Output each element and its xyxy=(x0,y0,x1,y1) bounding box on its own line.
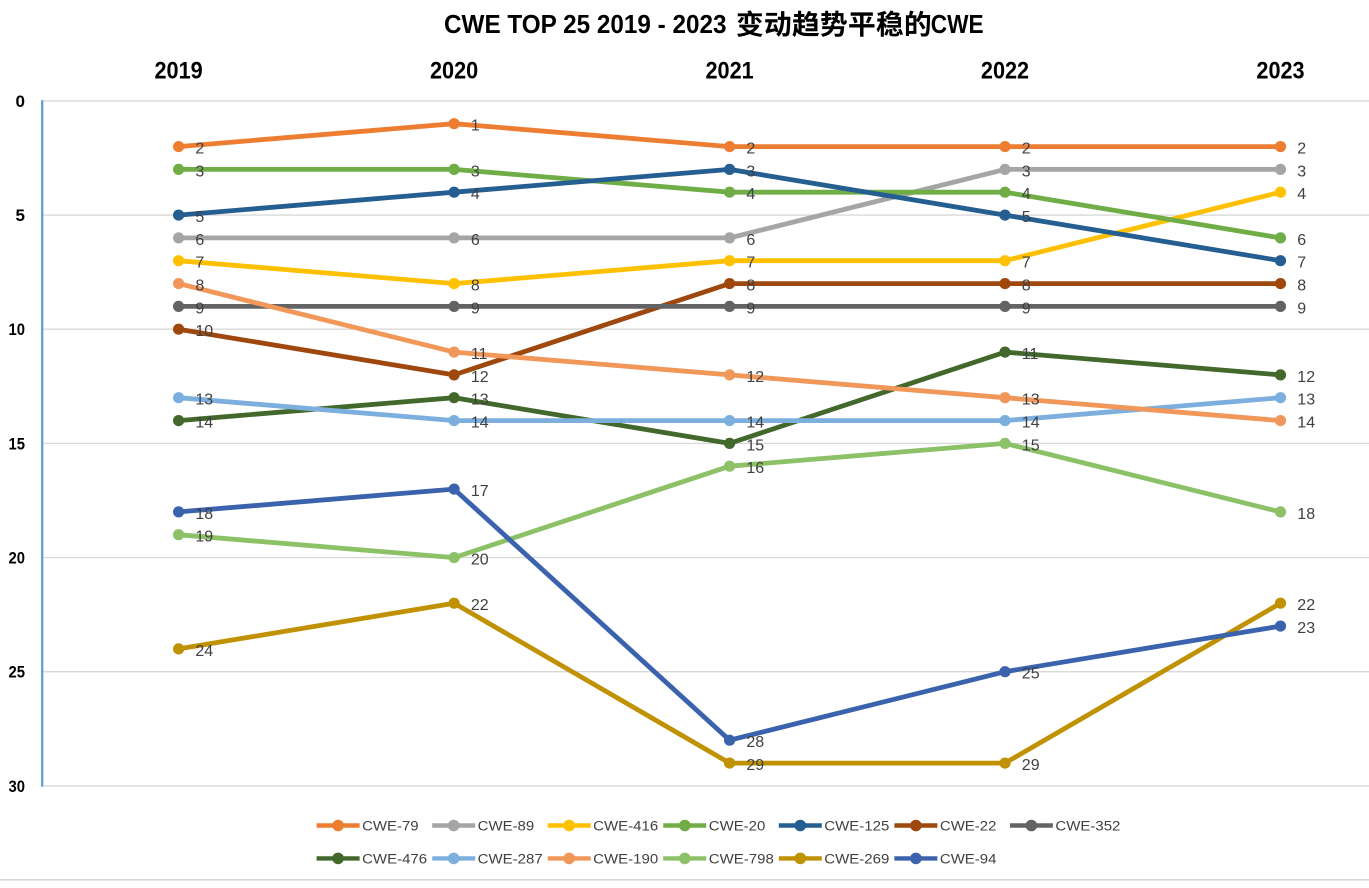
svg-text:13: 13 xyxy=(471,392,489,409)
svg-text:CWE-20: CWE-20 xyxy=(709,819,766,835)
svg-text:4: 4 xyxy=(746,186,755,203)
svg-text:1: 1 xyxy=(471,118,480,135)
svg-text:4: 4 xyxy=(1022,186,1031,203)
svg-text:4: 4 xyxy=(1297,186,1306,203)
svg-text:CWE-22: CWE-22 xyxy=(940,819,997,835)
svg-text:7: 7 xyxy=(1022,255,1031,272)
svg-text:7: 7 xyxy=(1297,255,1306,272)
svg-text:CWE-416: CWE-416 xyxy=(593,819,658,835)
svg-text:22: 22 xyxy=(471,597,489,614)
svg-text:8: 8 xyxy=(1297,278,1306,295)
svg-text:CWE-94: CWE-94 xyxy=(940,852,997,868)
svg-text:13: 13 xyxy=(1022,392,1040,409)
svg-text:25: 25 xyxy=(1022,666,1040,683)
svg-text:8: 8 xyxy=(746,278,755,295)
svg-text:20: 20 xyxy=(471,552,489,569)
svg-text:CWE-287: CWE-287 xyxy=(478,852,543,868)
svg-text:2022: 2022 xyxy=(981,58,1029,85)
svg-text:5: 5 xyxy=(16,206,25,225)
svg-text:12: 12 xyxy=(746,369,764,386)
svg-text:11: 11 xyxy=(1022,346,1039,363)
svg-text:6: 6 xyxy=(195,232,204,249)
svg-text:20: 20 xyxy=(9,549,26,568)
svg-text:18: 18 xyxy=(1297,506,1315,523)
svg-text:9: 9 xyxy=(1022,300,1031,317)
svg-text:2023: 2023 xyxy=(1256,58,1304,85)
svg-text:0: 0 xyxy=(16,92,25,111)
svg-text:4: 4 xyxy=(471,186,480,203)
svg-text:6: 6 xyxy=(746,232,755,249)
svg-text:3: 3 xyxy=(746,163,755,180)
svg-text:3: 3 xyxy=(1022,163,1031,180)
svg-text:17: 17 xyxy=(471,483,489,500)
svg-text:9: 9 xyxy=(195,300,204,317)
svg-text:25: 25 xyxy=(9,663,26,682)
svg-text:19: 19 xyxy=(195,529,213,546)
svg-text:9: 9 xyxy=(746,300,755,317)
svg-text:12: 12 xyxy=(471,369,489,386)
svg-text:15: 15 xyxy=(746,437,764,454)
svg-text:CWE TOP 25 2019 - 2023: CWE TOP 25 2019 - 2023 xyxy=(444,11,727,39)
svg-text:10: 10 xyxy=(9,320,26,339)
svg-text:13: 13 xyxy=(1297,392,1315,409)
svg-text:CWE-190: CWE-190 xyxy=(593,852,658,868)
svg-text:16: 16 xyxy=(746,460,764,477)
svg-text:8: 8 xyxy=(471,278,480,295)
svg-text:12: 12 xyxy=(1297,369,1315,386)
svg-text:CWE-476: CWE-476 xyxy=(362,852,427,868)
svg-text:24: 24 xyxy=(195,643,213,660)
svg-text:7: 7 xyxy=(195,255,204,272)
svg-text:2: 2 xyxy=(195,141,204,158)
svg-text:3: 3 xyxy=(195,163,204,180)
svg-text:2: 2 xyxy=(746,141,755,158)
svg-text:5: 5 xyxy=(1022,209,1031,226)
svg-text:CWE-269: CWE-269 xyxy=(824,852,889,868)
svg-text:30: 30 xyxy=(9,777,26,796)
svg-text:3: 3 xyxy=(1297,163,1306,180)
svg-text:CWE-352: CWE-352 xyxy=(1055,819,1120,835)
svg-text:11: 11 xyxy=(471,346,488,363)
svg-text:7: 7 xyxy=(746,255,755,272)
svg-text:CWE: CWE xyxy=(931,11,984,39)
svg-text:CWE-125: CWE-125 xyxy=(824,819,889,835)
svg-text:13: 13 xyxy=(195,392,213,409)
svg-text:14: 14 xyxy=(1022,415,1040,432)
svg-text:3: 3 xyxy=(471,163,480,180)
svg-text:9: 9 xyxy=(1297,300,1306,317)
svg-text:6: 6 xyxy=(1297,232,1306,249)
svg-text:5: 5 xyxy=(195,209,204,226)
svg-text:15: 15 xyxy=(9,434,26,453)
svg-text:2: 2 xyxy=(1297,141,1306,158)
svg-text:2021: 2021 xyxy=(706,58,754,85)
svg-text:CWE-798: CWE-798 xyxy=(709,852,774,868)
svg-text:29: 29 xyxy=(1022,757,1040,774)
svg-text:23: 23 xyxy=(1297,620,1315,637)
svg-text:14: 14 xyxy=(195,415,213,432)
svg-text:29: 29 xyxy=(746,757,764,774)
svg-text:28: 28 xyxy=(746,734,764,751)
svg-text:22: 22 xyxy=(1297,597,1315,614)
svg-text:CWE-79: CWE-79 xyxy=(362,819,419,835)
svg-text:2: 2 xyxy=(1022,141,1031,158)
svg-text:15: 15 xyxy=(1022,437,1040,454)
svg-text:2019: 2019 xyxy=(155,58,203,85)
svg-text:CWE-89: CWE-89 xyxy=(478,819,535,835)
svg-text:2020: 2020 xyxy=(430,58,478,85)
svg-text:18: 18 xyxy=(195,506,213,523)
svg-text:14: 14 xyxy=(1297,415,1315,432)
svg-text:8: 8 xyxy=(195,278,204,295)
svg-text:6: 6 xyxy=(471,232,480,249)
svg-text:14: 14 xyxy=(746,415,764,432)
svg-text:10: 10 xyxy=(195,323,213,340)
svg-text:8: 8 xyxy=(1022,278,1031,295)
svg-text:14: 14 xyxy=(471,415,489,432)
svg-text:9: 9 xyxy=(471,300,480,317)
